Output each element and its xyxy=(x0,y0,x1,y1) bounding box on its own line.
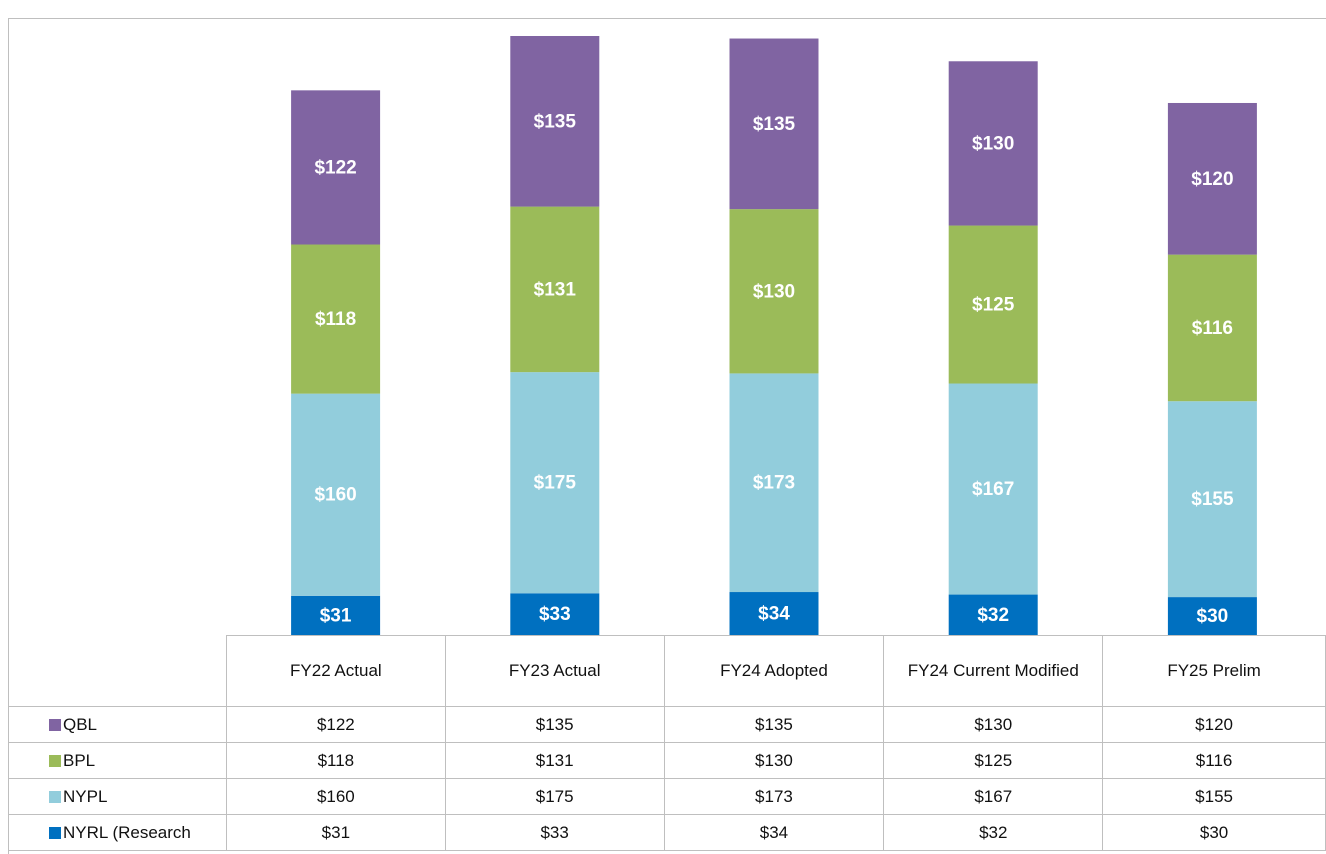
table-header-row: FY22 Actual FY23 Actual FY24 Adopted FY24 C… xyxy=(8,635,1326,707)
bar-label: $130 xyxy=(753,281,795,302)
bar-label: $130 xyxy=(972,133,1014,154)
bar-label: $31 xyxy=(320,605,352,626)
table-value: $120 xyxy=(1102,706,1326,743)
table-value: $116 xyxy=(1102,742,1326,779)
bar-segment xyxy=(291,90,381,245)
legend-swatch xyxy=(49,719,61,731)
table-value: $34 xyxy=(663,814,885,851)
bar-segment xyxy=(1167,102,1257,255)
table-value: $175 xyxy=(444,778,665,815)
table-value: $173 xyxy=(663,778,885,815)
table-value: $30 xyxy=(1102,814,1326,851)
bar-label: $118 xyxy=(315,309,356,330)
bar-label: $30 xyxy=(1197,606,1229,627)
bar-label: $32 xyxy=(977,605,1009,626)
bar-segment xyxy=(291,244,381,394)
bar-label: $135 xyxy=(753,114,796,135)
bar-label: $175 xyxy=(534,473,577,494)
bar-segment xyxy=(948,383,1038,595)
bar-label: $131 xyxy=(534,279,577,300)
table-value: $160 xyxy=(225,778,446,815)
data-table: FY22 Actual FY23 Actual FY24 Adopted FY24 C… xyxy=(8,635,1326,851)
category-label: FY23 Actual xyxy=(444,635,665,707)
bar-segment xyxy=(1167,597,1257,635)
bar-label: $135 xyxy=(534,111,577,132)
table-value: $31 xyxy=(225,814,446,851)
table-value: $131 xyxy=(444,742,665,779)
legend-swatch xyxy=(49,827,61,839)
legend-label: BPL xyxy=(63,750,96,770)
table-value: $33 xyxy=(444,814,665,851)
table-value: $32 xyxy=(883,814,1104,851)
table-value: $130 xyxy=(883,706,1104,743)
legend-cell: QBL xyxy=(8,706,227,743)
table-row: NYPL $160 $175 $173 $167 $155 xyxy=(8,778,1326,815)
bar-label: $120 xyxy=(1191,169,1233,190)
bar-segment xyxy=(729,38,819,210)
table-row: NYRL (Research $31 $33 $34 $32 $30 xyxy=(8,814,1326,851)
bar-segment xyxy=(510,372,600,594)
bar-label: $155 xyxy=(1191,489,1234,510)
category-label: FY25 Prelim xyxy=(1102,635,1326,707)
bar-label: $122 xyxy=(314,157,356,178)
legend-swatch xyxy=(49,755,61,767)
bar-label: $167 xyxy=(972,479,1014,500)
table-corner xyxy=(8,635,227,707)
legend-label: NYRL (Research xyxy=(63,822,191,842)
bar-segment xyxy=(510,593,600,635)
table-value: $122 xyxy=(225,706,446,743)
bar-segment xyxy=(291,393,381,596)
bar-label: $116 xyxy=(1192,318,1233,339)
table-row: BPL $118 $131 $130 $125 $116 xyxy=(8,742,1326,779)
bar-segment xyxy=(510,206,600,373)
table-row: QBL $122 $135 $135 $130 $120 xyxy=(8,706,1326,743)
bar-segment xyxy=(729,373,819,593)
bar-label: $33 xyxy=(539,604,571,625)
bar-segment xyxy=(510,36,600,207)
table-body: FY22 Actual FY23 Actual FY24 Adopted FY24 C… xyxy=(8,635,1326,851)
legend-label: NYPL xyxy=(63,786,108,806)
table-value: $167 xyxy=(883,778,1104,815)
bar-label: $173 xyxy=(753,473,795,494)
category-label: FY24 Adopted xyxy=(663,635,885,707)
table-value: $135 xyxy=(663,706,885,743)
legend-label: QBL xyxy=(63,714,98,734)
bar-segment xyxy=(729,209,819,374)
legend-swatch xyxy=(49,791,61,803)
legend-cell: BPL xyxy=(8,742,227,779)
bar-label: $34 xyxy=(758,604,790,625)
bar-segment xyxy=(948,225,1038,384)
table-value: $155 xyxy=(1102,778,1326,815)
legend-cell: NYPL xyxy=(8,778,227,815)
table-value: $135 xyxy=(444,706,665,743)
bar-segment xyxy=(1167,401,1257,598)
bar-label: $160 xyxy=(314,485,356,506)
category-label: FY24 Current Modified xyxy=(883,635,1104,707)
bar-segment xyxy=(729,592,819,635)
legend-cell: NYRL (Research xyxy=(8,814,227,851)
bar-segment xyxy=(948,594,1038,635)
table-value: $118 xyxy=(225,742,446,779)
category-label: FY22 Actual xyxy=(225,635,446,707)
bar-segment xyxy=(1167,254,1257,402)
table-value: $130 xyxy=(663,742,885,779)
bar-segment xyxy=(291,595,381,635)
table-value: $125 xyxy=(883,742,1104,779)
bar-segment xyxy=(948,61,1038,226)
bar-label: $125 xyxy=(972,295,1015,316)
